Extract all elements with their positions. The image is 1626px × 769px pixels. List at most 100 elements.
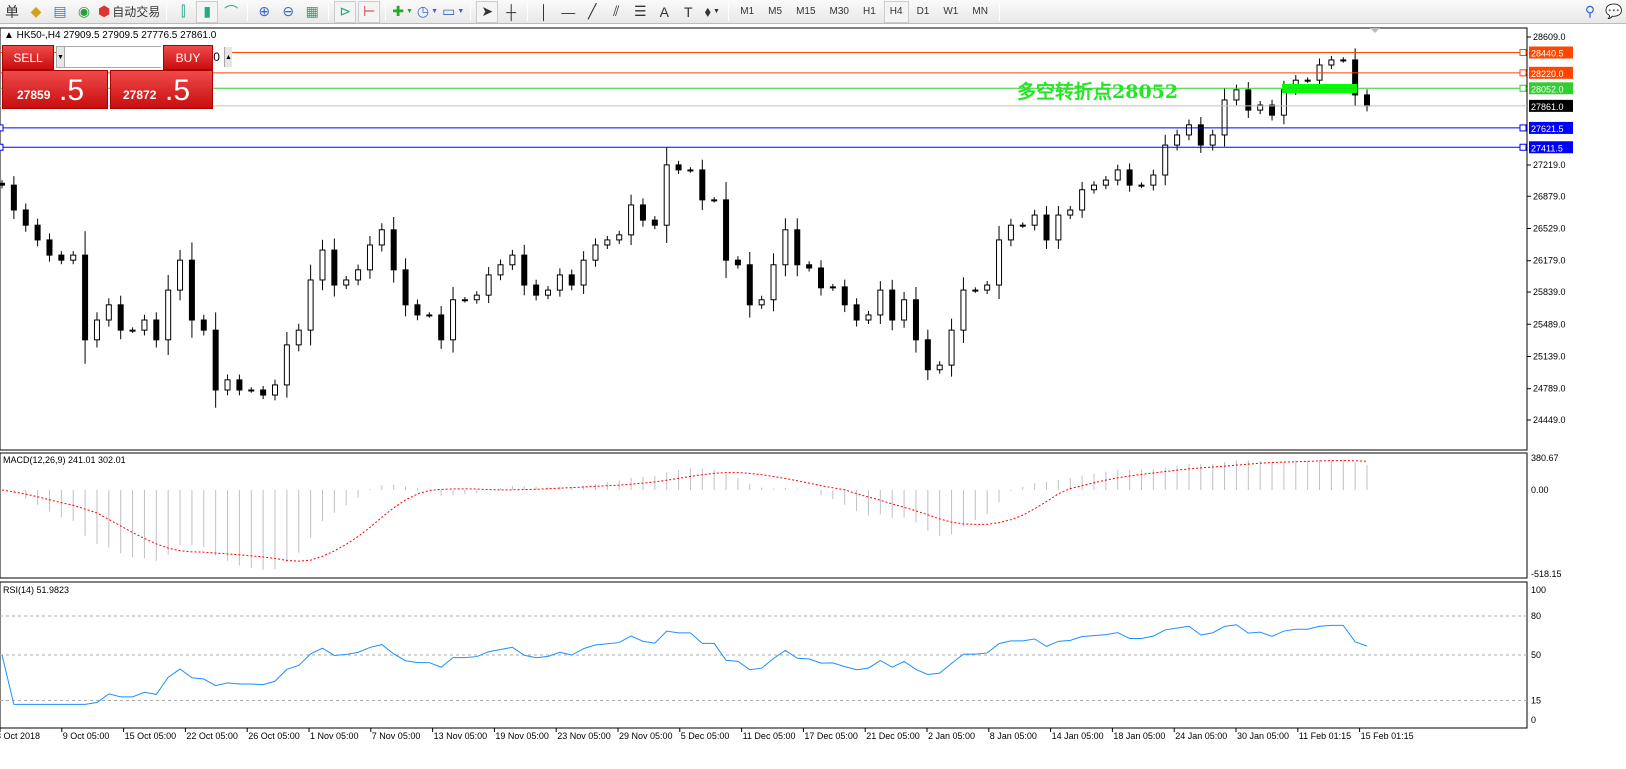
- candle-body: [616, 234, 623, 241]
- cursor-icon[interactable]: ➤: [476, 0, 499, 23]
- candle-body: [1340, 59, 1347, 62]
- timeframe-mn[interactable]: MN: [972, 6, 988, 17]
- auto-trading-button[interactable]: ⬢ 自动交易: [97, 1, 161, 23]
- candle-body: [604, 239, 611, 246]
- x-tick-label: 11 Dec 05:00: [743, 731, 796, 741]
- x-tick-label: 30 Jan 05:00: [1237, 731, 1289, 741]
- rsi-y-label: 100: [1531, 585, 1546, 595]
- timeframe-m30[interactable]: M30: [829, 6, 849, 17]
- sell-price-button[interactable]: 27859 .5: [2, 70, 108, 109]
- x-tick-label: 18 Jan 05:00: [1113, 731, 1165, 741]
- candle-body: [818, 267, 824, 289]
- buy-button[interactable]: BUY: [163, 45, 213, 70]
- indicators-icon[interactable]: ✚ ▼: [392, 3, 413, 19]
- text-icon[interactable]: A: [659, 3, 669, 20]
- chart-area[interactable]: 28609.0 27219.0 26879.0 26529.0 26179.0 25839…: [0, 24, 1626, 769]
- periods-icon[interactable]: ◷ ▼: [416, 3, 439, 19]
- x-tick-label: 15 Feb 01:15: [1361, 731, 1414, 741]
- toolbar-separator: [247, 2, 249, 21]
- timeframe-h4[interactable]: H4: [883, 0, 909, 23]
- candle: [568, 269, 575, 291]
- y-tick-label: 26179.0: [1533, 256, 1566, 266]
- candle: [260, 385, 267, 400]
- candlestick-chart-icon[interactable]: ▮: [196, 0, 219, 23]
- text-label-icon[interactable]: T: [683, 3, 693, 20]
- zoom-in-icon[interactable]: ⊕: [258, 3, 271, 19]
- toolbar-separator: [328, 2, 330, 21]
- candle-body: [1269, 104, 1276, 116]
- auto-scroll-icon[interactable]: ⊳: [334, 0, 357, 23]
- horizontal-line-icon[interactable]: —: [561, 3, 576, 20]
- buy-price-button[interactable]: 27872 .5: [110, 70, 213, 109]
- bar-chart-icon[interactable]: ⫿: [181, 3, 186, 19]
- lot-increase-button[interactable]: ▲: [223, 47, 232, 67]
- candle: [806, 261, 813, 272]
- candle: [165, 274, 172, 356]
- arrows-icon[interactable]: ⬧ ▼: [704, 3, 720, 19]
- signals-icon[interactable]: ◉: [77, 3, 91, 19]
- lot-decrease-button[interactable]: ▼: [57, 47, 65, 67]
- timeframe-h1[interactable]: H1: [862, 6, 876, 17]
- candle: [34, 218, 41, 247]
- timeframe-m5[interactable]: M5: [768, 6, 783, 17]
- menu-cut-label[interactable]: 单: [5, 3, 19, 20]
- candle-body: [1280, 89, 1287, 116]
- candle-body: [1221, 99, 1228, 136]
- candle-body: [188, 259, 195, 321]
- line-chart-icon[interactable]: ⌒: [224, 3, 239, 20]
- crosshair-icon[interactable]: ┼: [506, 3, 517, 20]
- price-label-bg: [1529, 99, 1573, 112]
- candle-body: [22, 209, 29, 226]
- candle-body: [794, 229, 801, 266]
- candle-body: [1019, 224, 1026, 227]
- candle: [924, 329, 931, 380]
- tile-windows-icon[interactable]: ▦: [305, 3, 319, 19]
- price-label: 27411.5: [1531, 143, 1563, 153]
- timeframe-m1[interactable]: M1: [740, 6, 755, 17]
- price-label-bg: [1529, 121, 1573, 134]
- search-icon[interactable]: ⚲: [1584, 3, 1596, 19]
- candle-body: [402, 269, 409, 306]
- y-tick-label: 24449.0: [1533, 415, 1566, 425]
- candle: [1257, 101, 1264, 115]
- candle-body: [248, 389, 255, 392]
- navigator-icon[interactable]: ▤: [53, 3, 67, 19]
- sell-button[interactable]: SELL: [2, 45, 54, 70]
- candle: [461, 296, 468, 303]
- candle: [960, 277, 967, 343]
- candle-body: [912, 299, 919, 341]
- candle-body: [105, 304, 112, 321]
- candle: [723, 182, 730, 279]
- candle: [236, 374, 243, 396]
- candle: [366, 236, 373, 279]
- chart-shift-icon[interactable]: ⊢: [358, 0, 381, 23]
- chat-icon[interactable]: 💬: [1605, 3, 1623, 19]
- candle: [901, 291, 908, 328]
- candle: [604, 235, 611, 250]
- timeframe-w1[interactable]: W1: [943, 6, 959, 17]
- candle: [1114, 164, 1121, 186]
- candle: [343, 275, 350, 290]
- candle-body: [628, 204, 635, 236]
- candle: [212, 312, 219, 408]
- trendline-icon[interactable]: ╱: [588, 3, 597, 19]
- candle-body: [1233, 89, 1240, 101]
- rsi-y-label: 15: [1531, 696, 1541, 706]
- candle-body: [319, 249, 326, 281]
- price-line-handle: [1519, 69, 1527, 77]
- timeframe-m15[interactable]: M15: [796, 6, 816, 17]
- templates-icon[interactable]: ▭ ▼: [442, 3, 465, 19]
- candle: [853, 298, 860, 327]
- vertical-line-icon[interactable]: │: [539, 3, 549, 20]
- market-watch-icon[interactable]: ◆: [30, 3, 42, 19]
- zoom-out-icon[interactable]: ⊖: [282, 3, 295, 19]
- equidistant-channel-icon[interactable]: ⫽: [613, 3, 620, 19]
- one-click-trading-panel: SELL ▼ ▲ BUY 27859 .5 27872 .5: [2, 45, 232, 109]
- candle: [699, 159, 706, 211]
- lot-stepper[interactable]: ▼ ▲: [56, 46, 232, 68]
- timeframe-d1[interactable]: D1: [916, 6, 930, 17]
- toolbar: 单 ◆ ▤ ◉ ⬢ 自动交易 ⫿ ▮ ⌒ ⊕ ⊖ ▦ ⊳ ⊢ ✚ ▼ ◷ ▼ ▭ ▼ ➤…: [0, 0, 1626, 24]
- candle: [307, 264, 314, 346]
- fibonacci-icon[interactable]: ☰: [633, 3, 647, 19]
- candle: [58, 251, 65, 265]
